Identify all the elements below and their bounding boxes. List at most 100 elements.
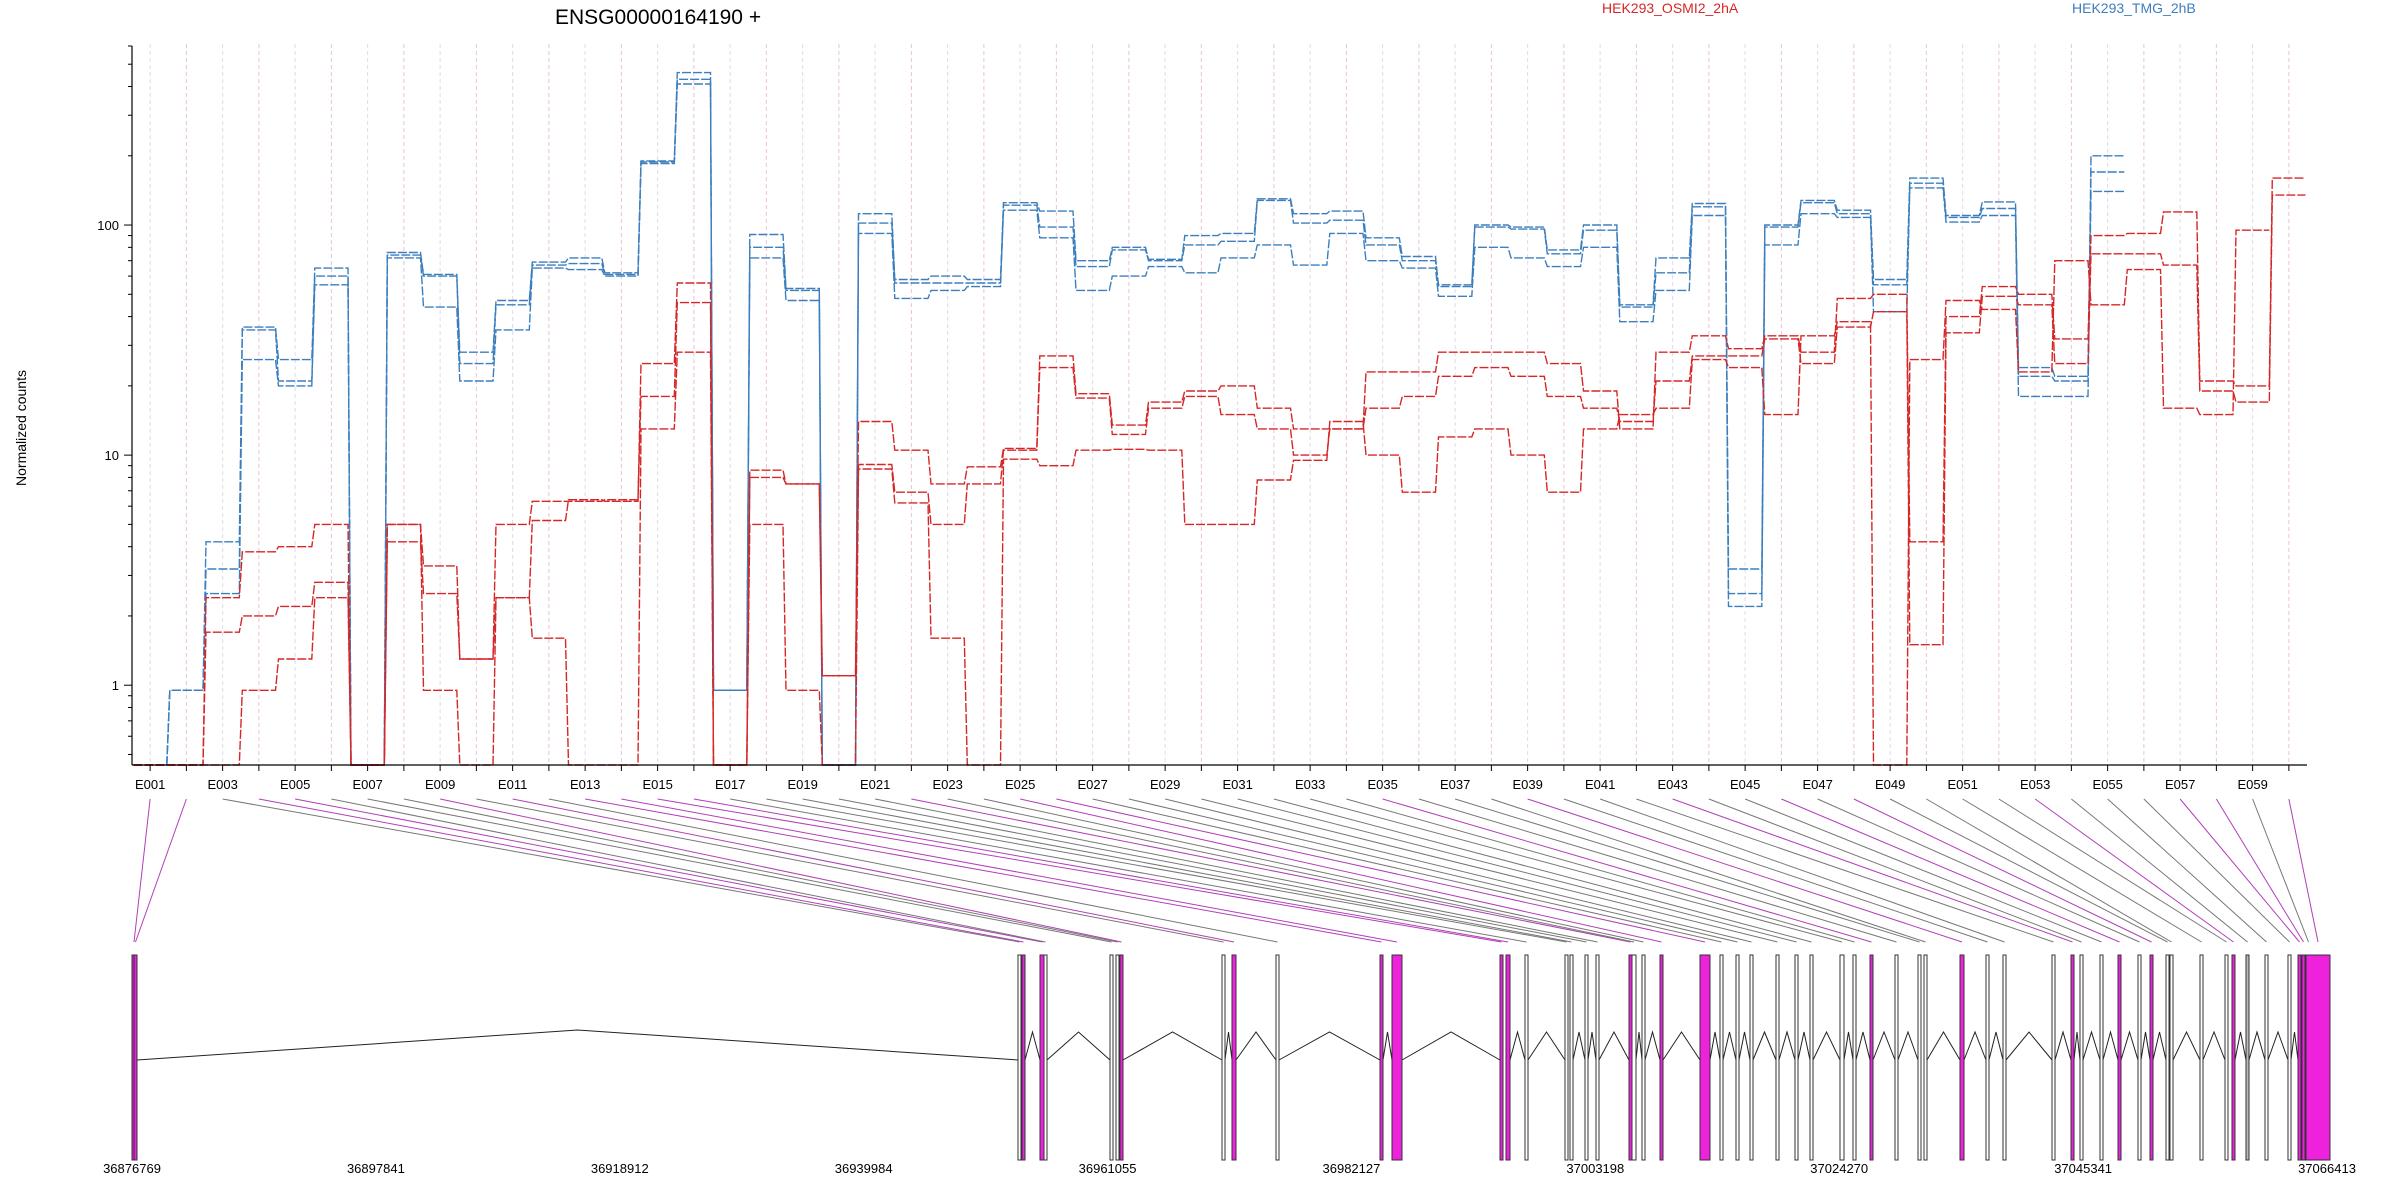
exon-box [2231, 954, 2236, 1161]
exon-box [2169, 954, 2174, 1161]
bin-link [2288, 798, 2319, 943]
series-layer [133, 71, 2306, 766]
intron-line [2120, 1030, 2139, 1061]
bin-link [1382, 798, 1872, 943]
exon-box [1119, 954, 1124, 1161]
exon-box [2051, 954, 2056, 1161]
bin-link [947, 798, 1635, 943]
exon-box [1017, 954, 1022, 1161]
x-tick-label: E053 [2020, 777, 2050, 792]
genomic-axis: 36876769 36897841 36918912 36939984 36961055… [103, 1161, 2356, 1176]
exon-box [2224, 954, 2229, 1161]
genomic-tick-label: 36982127 [1323, 1161, 1381, 1176]
exon-box [1231, 954, 1237, 1161]
bin-link [1020, 798, 1662, 943]
bin-link [258, 798, 1024, 943]
bin-link [512, 798, 1235, 943]
genomic-tick-label: 36918912 [591, 1161, 649, 1176]
exon-box [2297, 954, 2302, 1161]
bin-link [548, 798, 1278, 943]
intron-line [2152, 1031, 2167, 1061]
bin-link [2034, 798, 2234, 943]
exon-box [1499, 954, 1504, 1161]
intron-line [1382, 1031, 1393, 1061]
exon-box [2137, 954, 2142, 1161]
exon-box [1043, 954, 1048, 1161]
exon-box [2245, 954, 2250, 1161]
series-line [133, 229, 2270, 766]
x-tick-label: E049 [1875, 777, 1905, 792]
x-tick-label: E047 [1802, 777, 1832, 792]
exon-box [1869, 954, 1874, 1161]
gene-model [131, 954, 2331, 1161]
legend-tmg: HEK293_TMG_2hB [2072, 0, 2196, 16]
x-tick-label: E025 [1005, 777, 1035, 792]
exon-box [2117, 954, 2122, 1161]
genomic-tick-label: 36897841 [347, 1161, 405, 1176]
bin-link [1454, 798, 1920, 943]
genomic-tick-label: 37003198 [1566, 1161, 1624, 1176]
exon-box [2287, 954, 2292, 1161]
intron-line [1278, 1031, 1381, 1061]
genomic-tick-label: 37045341 [2054, 1161, 2112, 1176]
x-tick-label: E009 [425, 777, 455, 792]
bin-link [2179, 798, 2300, 943]
intron-line [2073, 1031, 2081, 1061]
bin-link [1418, 798, 1897, 943]
x-tick-label: E041 [1585, 777, 1615, 792]
exon-box [1719, 954, 1724, 1161]
bin-link [1744, 798, 2102, 943]
exon-box [2301, 954, 2306, 1161]
exon-box [1917, 954, 1922, 1161]
bin-link [911, 798, 1631, 943]
exon-box [1839, 954, 1845, 1161]
exon-box [2305, 954, 2331, 1161]
exon-box [2079, 954, 2084, 1161]
exon-box [1109, 954, 1114, 1161]
intron-line [1572, 1031, 1586, 1061]
exon-box [1894, 954, 1899, 1161]
genomic-tick-label: 36961055 [1079, 1161, 1137, 1176]
intron-line [1988, 1031, 2004, 1061]
exon-box [1275, 954, 1280, 1161]
intron-line [2202, 1030, 2226, 1061]
y-tick-label: 1 [112, 678, 119, 693]
exon-box [1115, 954, 1120, 1161]
intron-line [2054, 1030, 2072, 1061]
exon-box [1584, 954, 1589, 1161]
intron-line [1843, 1031, 1854, 1061]
exon-box [1735, 954, 1740, 1161]
x-tick-label: E033 [1295, 777, 1325, 792]
x-tick-label: E039 [1512, 777, 1542, 792]
exon-box [2199, 954, 2204, 1161]
bin-link [1201, 798, 1778, 943]
bin-link [476, 798, 1224, 943]
intron-line [1963, 1030, 1987, 1061]
exon-box [1524, 954, 1529, 1161]
series-line [133, 194, 2306, 766]
intron-line [1872, 1030, 1896, 1061]
x-tick-label: E059 [2237, 777, 2267, 792]
exon-box [2070, 954, 2075, 1161]
intron-line [1855, 1031, 1871, 1061]
intron-line [1527, 1031, 1566, 1061]
x-tick-label: E037 [1440, 777, 1470, 792]
x-tick-label: E031 [1222, 777, 1252, 792]
intron-line [2172, 1030, 2201, 1061]
bin-link [440, 798, 1122, 943]
genomic-tick-label: 37024270 [1810, 1161, 1868, 1176]
bin-link [1092, 798, 1722, 943]
x-tick-label: E005 [280, 777, 310, 792]
exon-box [1985, 954, 1990, 1161]
x-tick-label: E055 [2092, 777, 2122, 792]
bin-link [1853, 798, 2152, 943]
intron-line [1509, 1030, 1526, 1061]
bin-link [657, 798, 1502, 943]
exon-box [1569, 954, 1574, 1161]
bin-link [2071, 798, 2248, 943]
series-line [133, 71, 2125, 766]
series-line [133, 78, 2125, 766]
intron-line [1635, 1031, 1643, 1061]
genomic-tick-label: 36939984 [835, 1161, 893, 1176]
